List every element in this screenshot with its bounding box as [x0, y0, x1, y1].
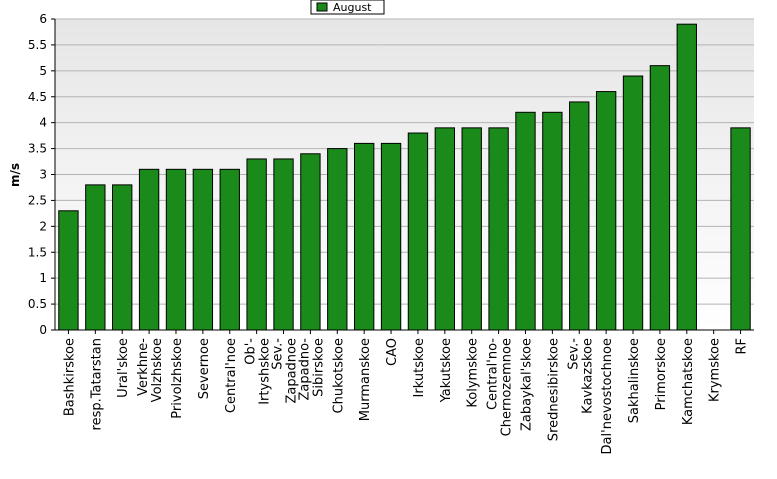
bar-resp-tatarstan	[85, 184, 106, 331]
x-tick-label: Sakhalinskoe	[627, 338, 642, 423]
x-tick-label: Central'noe	[224, 338, 239, 413]
x-tick-label: Yakutskoe	[439, 338, 454, 403]
x-tick-label: Privolzhskoe	[170, 338, 185, 419]
x-tick-label: Irtyshskoe	[258, 338, 273, 405]
x-tick-label: Kolymskoe	[466, 338, 481, 408]
bar-ob-irtyshskoe	[246, 158, 267, 331]
bar-sev-zapadnoe	[273, 158, 294, 331]
x-tick-label: Ob'-	[244, 338, 259, 365]
y-tick-label: 5.5	[28, 38, 47, 52]
x-tick-label: Zapadno-	[297, 338, 312, 401]
x-tick-label: Kavkazskoe	[580, 338, 595, 414]
bar-ural-skoe	[112, 184, 133, 331]
y-tick-label: 4	[39, 116, 47, 130]
x-tick-labels: Bashkirskoe resp.Tatarstan Ural'skoe Verkhn…	[62, 330, 750, 454]
x-tick-label: Zabaykal'skoe	[519, 338, 534, 431]
bar-kamchatskoe	[676, 23, 697, 331]
x-tick-label: Verkhne-	[136, 338, 151, 396]
y-axis-label: m/s	[8, 163, 22, 187]
x-tick-label: Kamchatskoe	[681, 338, 696, 425]
y-tick-label: 2	[39, 219, 47, 233]
x-tick-label: resp.Tatarstan	[89, 338, 104, 430]
bar-bashkirskoe	[58, 210, 79, 331]
bar-yakutskoe	[434, 127, 456, 331]
y-tick-label: 3.5	[28, 142, 47, 156]
bars	[58, 23, 751, 331]
y-tick-label: 5	[39, 64, 47, 78]
x-tick-label: Severnoe	[197, 338, 212, 399]
y-tick-label: 1	[39, 271, 47, 285]
bar-dal-nevostochnoe	[595, 91, 617, 331]
bar-severnoe	[192, 168, 214, 331]
y-tick-label: 1.5	[28, 245, 47, 259]
x-tick-label: Ural'skoe	[116, 338, 131, 398]
bar-zabaykal-skoe	[515, 111, 536, 331]
bar-srednesibirskoe	[542, 111, 563, 331]
y-tick-label: 0	[39, 323, 47, 337]
x-tick-label: Volzhskoe	[150, 338, 165, 402]
x-tick-label: Central'no-	[486, 338, 501, 410]
x-tick-label: Irkutskoe	[412, 338, 427, 397]
bar-cao	[380, 142, 402, 331]
x-tick-label: Bashkirskoe	[62, 338, 77, 416]
x-tick-label: Sibirskoe	[311, 338, 326, 397]
x-tick-label: Sev.-	[566, 338, 581, 370]
x-tick-label: Chukotskoe	[331, 338, 346, 413]
bar-kolymskoe	[461, 127, 482, 331]
x-tick-label: Dal'nevostochnoe	[600, 338, 615, 454]
bar-chukotskoe	[327, 148, 348, 331]
bar-sakhalinskoe	[622, 75, 644, 331]
x-tick-label: CAO	[385, 338, 400, 366]
bar-irkutskoe	[407, 132, 429, 331]
y-tick-label: 0.5	[28, 297, 47, 311]
bar-privolzhskoe	[165, 168, 187, 331]
bar-verkhne-volzhskoe	[138, 168, 160, 331]
y-tick-labels: 0 0.5 1 1.5 2 2.5 3 3.5 4 4.5 5 5.5 6	[28, 12, 55, 337]
x-tick-label: RF	[735, 338, 750, 355]
legend: August	[310, 0, 385, 15]
legend-label: August	[333, 1, 372, 14]
x-tick-label: Primorskoe	[654, 338, 669, 410]
x-tick-label: Krymskoe	[708, 338, 723, 402]
x-tick-label: Sev.-	[271, 338, 286, 370]
y-tick-label: 2.5	[28, 193, 47, 207]
bar-central-noe	[219, 168, 240, 331]
bar-murmanskoe	[353, 142, 375, 331]
bar-zapadno-sibirskoe	[300, 153, 321, 331]
bar-central-no-chernozemnoe	[488, 127, 509, 331]
x-tick-label: Srednesibirskoe	[546, 338, 561, 441]
x-tick-label: Zapadnoe	[285, 338, 300, 404]
y-tick-label: 6	[39, 12, 47, 26]
x-tick-label: Chernozemnoe	[500, 338, 515, 436]
legend-swatch	[316, 2, 328, 12]
bar-primorskoe	[649, 65, 671, 331]
y-tick-label: 3	[39, 168, 47, 182]
bar-sev-kavkazskoe	[569, 101, 590, 331]
y-tick-label: 4.5	[28, 90, 47, 104]
bar-rf	[730, 127, 751, 331]
x-tick-label: Murmanskoe	[358, 338, 373, 421]
